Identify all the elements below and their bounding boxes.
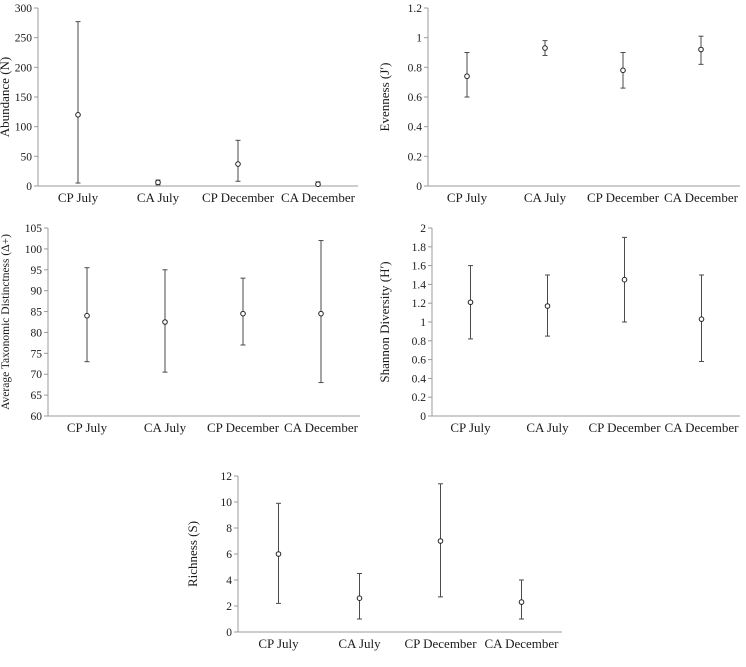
- y-tick-label: 60: [31, 411, 43, 423]
- y-tick-label: 100: [15, 122, 33, 134]
- x-category-label: CP July: [58, 190, 99, 205]
- x-category-label: CA December: [281, 190, 356, 205]
- y-axis-label: Evenness (J′): [380, 63, 392, 132]
- y-tick-label: 200: [15, 62, 33, 74]
- y-tick-label: 0.2: [408, 151, 423, 163]
- y-tick-label: 150: [15, 92, 33, 104]
- y-tick-label: 0.6: [412, 355, 427, 367]
- y-tick-label: 0.8: [408, 62, 423, 74]
- data-point: [318, 310, 324, 317]
- x-category-label: CP December: [404, 636, 477, 651]
- y-tick-label: 0: [226, 627, 232, 639]
- y-tick-label: 10: [221, 497, 233, 509]
- y-tick-label: 100: [25, 244, 43, 256]
- y-tick-label: 0.4: [412, 373, 427, 385]
- y-axis-label: Richness (S): [188, 521, 200, 587]
- y-tick-label: 250: [15, 33, 33, 45]
- x-category-label: CA July: [526, 420, 569, 435]
- data-point: [437, 538, 444, 544]
- abundance-panel: 0 50 100 150 200 250 300 CP July CA July CP Decem…: [0, 0, 366, 214]
- data-point: [84, 312, 90, 319]
- x-category-label: CA July: [144, 420, 187, 435]
- y-tick-label: 0: [26, 181, 32, 193]
- chart-svg: 0 50 100 150 200 250 300 CP July CA July CP Decem…: [0, 3, 358, 205]
- y-axis-label: Abundance (N): [0, 57, 12, 138]
- y-tick-label: 0.4: [408, 122, 423, 134]
- y-axis-label: Shannon Diversity (H′): [380, 261, 392, 382]
- y-tick-label: 70: [31, 369, 43, 381]
- x-category-label: CA July: [338, 636, 381, 651]
- y-tick-label: 8: [226, 523, 232, 535]
- y-tick-label: 1.4: [412, 279, 427, 291]
- x-category-label: CA December: [664, 420, 739, 435]
- data-point: [698, 46, 704, 53]
- y-tick-label: 50: [21, 151, 33, 163]
- y-tick-label: 80: [31, 327, 43, 339]
- x-category-label: CP December: [588, 420, 661, 435]
- evenness-panel: 0 0.2 0.4 0.6 0.8 1 1.2 CP July CA July CP Decemb…: [380, 0, 746, 214]
- y-tick-label: 2: [226, 601, 232, 613]
- data-point: [544, 303, 551, 309]
- data-point: [467, 299, 474, 306]
- x-category-label: CP July: [447, 190, 488, 205]
- data-point: [698, 316, 705, 322]
- y-tick-label: 95: [31, 265, 43, 277]
- y-tick-label: 105: [25, 223, 43, 235]
- data-point: [240, 310, 246, 317]
- chart-svg: 0 2 4 6 8 10 12 CP July CA July CP December CA Dec…: [188, 471, 562, 651]
- data-point: [518, 599, 525, 605]
- data-point: [155, 179, 161, 186]
- y-tick-label: 1: [416, 33, 422, 45]
- richness-panel: 0 2 4 6 8 10 12 CP July CA July CP December CA Dec…: [188, 468, 574, 662]
- data-point: [620, 67, 626, 74]
- y-tick-label: 0.6: [408, 92, 423, 104]
- x-category-label: CA December: [284, 420, 359, 435]
- y-tick-label: 0.2: [412, 392, 427, 404]
- x-category-label: CP July: [67, 420, 108, 435]
- x-category-label: CP December: [587, 190, 660, 205]
- x-category-label: CA July: [524, 190, 567, 205]
- data-point: [235, 161, 241, 167]
- x-category-label: CA July: [137, 190, 180, 205]
- shannon-diversity-panel: 0 0.2 0.4 0.6 0.8 1 1.2 1.4 1.6 1.8 2 CP July CA Jul…: [380, 216, 746, 446]
- data-point: [542, 45, 548, 51]
- x-category-label: CA December: [664, 190, 739, 205]
- data-point: [75, 112, 81, 118]
- data-point: [315, 181, 321, 188]
- x-category-label: CP July: [258, 636, 299, 651]
- y-tick-label: 65: [31, 390, 43, 402]
- y-axis-label: Average Taxonomic Distinctness (Δ+): [0, 234, 12, 410]
- x-category-label: CP December: [202, 190, 275, 205]
- x-category-label: CP December: [207, 420, 280, 435]
- y-tick-label: 0: [420, 411, 426, 423]
- chart-svg: 60 65 70 75 80 85 90 95 100 105 CP July CA July CP D…: [0, 223, 360, 435]
- chart-svg: 0 0.2 0.4 0.6 0.8 1 1.2 CP July CA July CP Decemb…: [380, 3, 740, 205]
- y-tick-label: 12: [221, 471, 233, 483]
- y-tick-label: 1: [420, 317, 426, 329]
- y-tick-label: 4: [226, 575, 232, 587]
- y-tick-label: 300: [15, 3, 33, 15]
- y-tick-label: 2: [420, 223, 426, 235]
- data-point: [275, 551, 282, 557]
- data-point: [162, 319, 168, 325]
- y-tick-label: 85: [31, 307, 43, 319]
- y-tick-label: 6: [226, 549, 232, 561]
- taxonomic-distinctness-panel: 60 65 70 75 80 85 90 95 100 105 CP July CA July CP D…: [0, 216, 366, 446]
- y-tick-label: 75: [31, 348, 43, 360]
- data-point: [464, 73, 470, 80]
- data-point: [356, 595, 363, 601]
- chart-svg: 0 0.2 0.4 0.6 0.8 1 1.2 1.4 1.6 1.8 2 CP July CA Jul…: [380, 223, 740, 435]
- y-tick-label: 90: [31, 286, 43, 298]
- y-tick-label: 1.6: [412, 261, 427, 273]
- data-point: [621, 276, 628, 283]
- y-tick-label: 1.2: [412, 298, 427, 310]
- y-tick-label: 0.8: [412, 336, 427, 348]
- y-tick-label: 0: [416, 181, 422, 193]
- x-category-label: CA December: [484, 636, 559, 651]
- y-tick-label: 1.8: [412, 242, 427, 254]
- x-category-label: CP July: [450, 420, 491, 435]
- y-tick-label: 1.2: [408, 3, 423, 15]
